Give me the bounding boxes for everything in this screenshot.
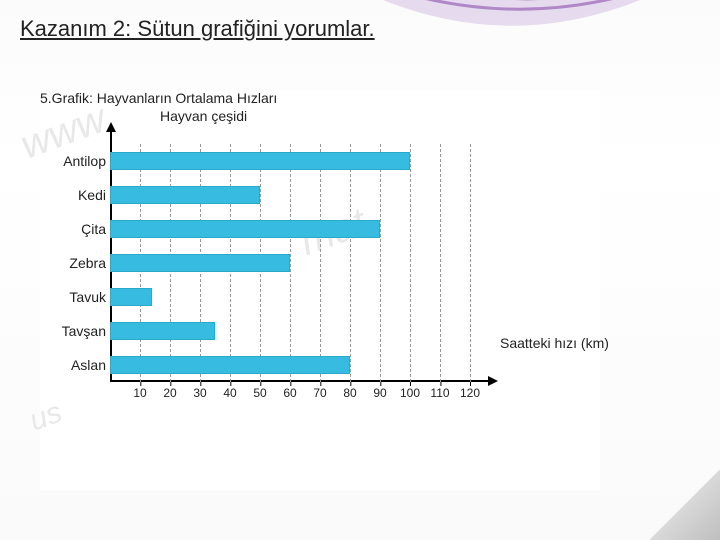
x-tick: 20 (163, 386, 176, 400)
x-tick: 110 (430, 386, 449, 400)
x-tick: 10 (133, 386, 146, 400)
x-tick: 100 (400, 386, 420, 400)
gridline (380, 144, 381, 382)
category-label: Tavuk (40, 289, 106, 305)
bar (110, 152, 410, 170)
category-label: Zebra (40, 255, 106, 271)
gridline (320, 144, 321, 382)
slide-title: Kazanım 2: Sütun grafiğini yorumlar. (20, 16, 375, 42)
x-tick: 40 (223, 386, 236, 400)
x-axis-title: Saatteki hızı (km) (500, 335, 609, 351)
category-label: Kedi (40, 187, 106, 203)
x-tick: 50 (253, 386, 266, 400)
x-tick: 120 (460, 386, 480, 400)
x-tick: 80 (343, 386, 356, 400)
watermark: us (25, 396, 66, 439)
page-curl (650, 470, 720, 540)
bar (110, 356, 350, 374)
bar (110, 186, 260, 204)
slide: Kazanım 2: Sütun grafiğini yorumlar. www… (0, 0, 720, 540)
gridline (440, 144, 441, 382)
chart-container: www mat us 5.Grafik: Hayvanların Ortalam… (40, 90, 600, 490)
bar (110, 322, 215, 340)
gridline (470, 144, 471, 382)
x-tick: 30 (193, 386, 206, 400)
x-ticks: 10 20 30 40 50 60 70 80 90 100 110 120 (110, 382, 490, 400)
x-tick: 60 (283, 386, 296, 400)
x-tick: 70 (313, 386, 326, 400)
category-label: Tavşan (40, 323, 106, 339)
plot-area: AntilopKediÇitaZebraTavukTavşanAslan1020… (110, 130, 530, 400)
bar (110, 288, 152, 306)
x-tick: 90 (373, 386, 386, 400)
chart-supertitle: 5.Grafik: Hayvanların Ortalama Hızları (40, 90, 600, 106)
bar (110, 220, 380, 238)
category-label: Antilop (40, 153, 106, 169)
gridline (290, 144, 291, 382)
gridline (350, 144, 351, 382)
y-axis-title: Hayvan çeşidi (160, 108, 600, 124)
bar (110, 254, 290, 272)
category-label: Aslan (40, 357, 106, 373)
category-label: Çita (40, 221, 106, 237)
gridline (410, 144, 411, 382)
